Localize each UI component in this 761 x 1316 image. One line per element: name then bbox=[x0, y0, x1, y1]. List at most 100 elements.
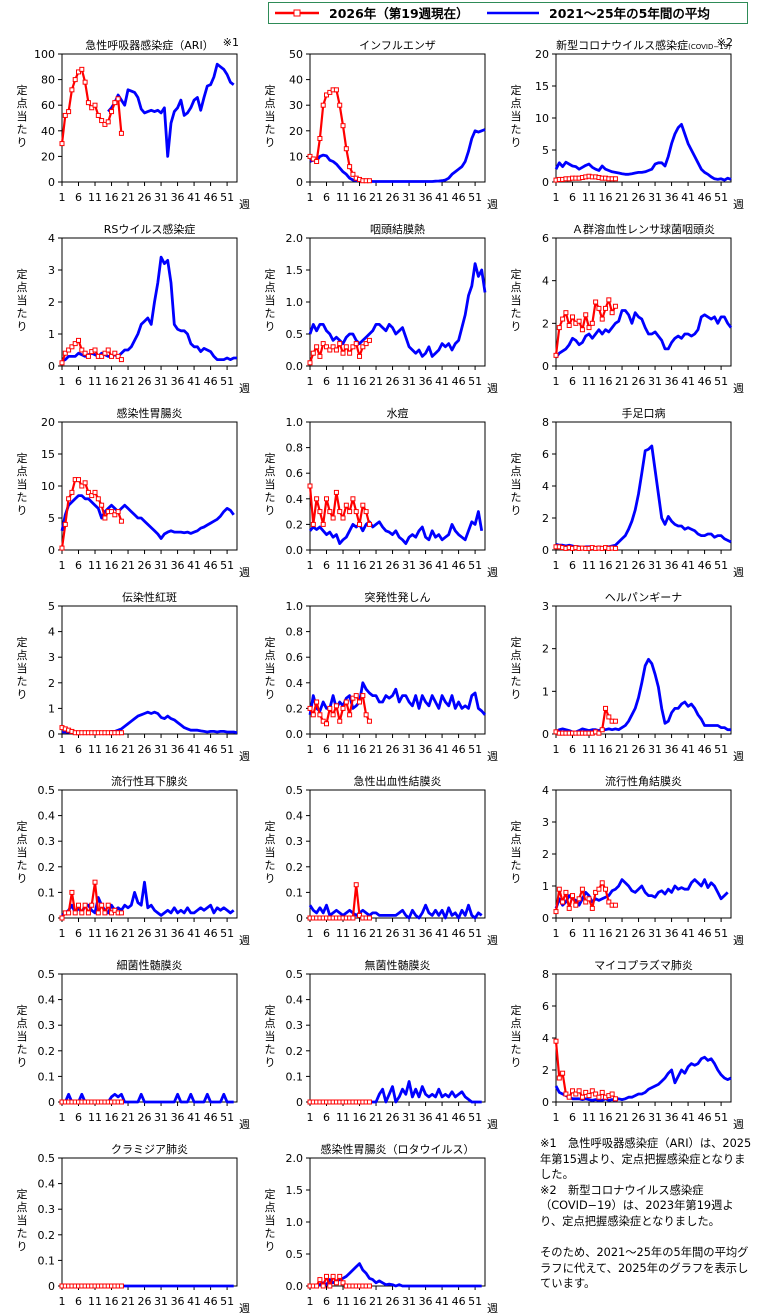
chart-title: Ａ群溶血性レンサ球菌咽頭炎 bbox=[572, 222, 715, 236]
y-axis-label-char: 点 bbox=[265, 1201, 276, 1214]
y-tick-label: 4 bbox=[48, 232, 55, 245]
x-axis-unit: 週 bbox=[733, 566, 744, 579]
x-tick-label: 6 bbox=[569, 927, 576, 940]
y-axis-label-char: た bbox=[17, 1227, 28, 1240]
x-tick-label: 1 bbox=[59, 191, 66, 204]
y-tick-label: 0 bbox=[48, 728, 55, 741]
x-tick-label: 36 bbox=[171, 743, 185, 756]
y-axis-label-char: り bbox=[265, 872, 276, 885]
y-axis-label-char: 当 bbox=[17, 477, 28, 491]
data-point-current bbox=[589, 905, 595, 911]
y-axis-label-char: 点 bbox=[17, 1017, 28, 1030]
y-tick-label: 0 bbox=[48, 176, 55, 189]
x-tick-label: 11 bbox=[336, 375, 350, 388]
x-tick-label: 6 bbox=[569, 559, 576, 572]
x-tick-label: 26 bbox=[386, 927, 400, 940]
data-point-current bbox=[330, 712, 336, 718]
x-tick-label: 16 bbox=[353, 1111, 367, 1124]
y-axis-label-char: た bbox=[17, 1043, 28, 1056]
series-line-average bbox=[554, 123, 732, 182]
x-tick-label: 21 bbox=[369, 1111, 383, 1124]
data-point-current bbox=[579, 1094, 585, 1100]
footnote-1: ※1 急性呼吸器感染症（ARI）は、2025年第15週より、定点把握感染症となり… bbox=[540, 1137, 752, 1182]
x-tick-label: 31 bbox=[402, 1111, 416, 1124]
x-tick-label: 46 bbox=[204, 927, 218, 940]
y-axis-label-char: 点 bbox=[265, 649, 276, 662]
x-tick-label: 41 bbox=[435, 1111, 449, 1124]
chart-title: マイコプラズマ肺炎 bbox=[594, 958, 693, 972]
y-axis-label-char: 定 bbox=[17, 1187, 28, 1201]
x-axis-unit: 週 bbox=[487, 1118, 498, 1131]
y-axis-label-char: 当 bbox=[511, 109, 522, 123]
x-tick-label: 36 bbox=[665, 559, 679, 572]
data-point-current bbox=[99, 118, 105, 124]
data-point-current bbox=[307, 360, 313, 366]
x-axis-unit: 週 bbox=[239, 750, 250, 763]
x-tick-label: 46 bbox=[698, 927, 712, 940]
data-point-current bbox=[102, 910, 108, 916]
data-point-current bbox=[72, 77, 78, 83]
data-point-current bbox=[69, 889, 75, 895]
data-point-current bbox=[563, 1091, 569, 1097]
y-axis-label-char: 点 bbox=[17, 649, 28, 662]
x-tick-label: 41 bbox=[435, 375, 449, 388]
y-tick-label: 0.4 bbox=[286, 677, 304, 690]
y-axis-label-char: り bbox=[17, 688, 28, 701]
data-point-current bbox=[586, 896, 592, 902]
y-tick-label: 0.5 bbox=[286, 968, 304, 981]
data-point-current bbox=[95, 496, 101, 502]
chart-title: RSウイルス感染症 bbox=[104, 222, 196, 236]
data-point-current bbox=[599, 1089, 605, 1095]
y-axis-label-char: た bbox=[265, 675, 276, 688]
y-axis-label-char: 当 bbox=[17, 1029, 28, 1043]
data-point-current bbox=[596, 886, 602, 892]
x-tick-label: 21 bbox=[121, 927, 135, 940]
x-tick-label: 31 bbox=[402, 191, 416, 204]
chart-title: インフルエンザ bbox=[359, 39, 436, 52]
y-tick-label: 3 bbox=[542, 600, 549, 613]
x-tick-label: 31 bbox=[154, 927, 168, 940]
y-tick-label: 0.5 bbox=[38, 968, 56, 981]
y-tick-label: 0.3 bbox=[38, 1019, 56, 1032]
x-tick-label: 51 bbox=[714, 743, 728, 756]
plot-frame bbox=[555, 421, 732, 551]
data-point-current bbox=[95, 910, 101, 916]
y-tick-label: 4 bbox=[542, 1032, 549, 1045]
data-point-current bbox=[314, 699, 320, 705]
x-tick-label: 36 bbox=[419, 1295, 433, 1308]
y-axis-label-char: り bbox=[265, 688, 276, 701]
y-tick-label: 0 bbox=[542, 1096, 549, 1109]
y-tick-label: 20 bbox=[289, 125, 303, 138]
data-point-current bbox=[337, 509, 343, 515]
y-tick-label: 0 bbox=[48, 1280, 55, 1293]
plot-frame bbox=[61, 237, 238, 367]
y-tick-label: 3 bbox=[48, 651, 55, 664]
y-tick-label: 3 bbox=[48, 264, 55, 277]
data-point-current bbox=[118, 518, 124, 524]
data-point-current bbox=[324, 496, 330, 502]
y-tick-label: 30 bbox=[289, 99, 303, 112]
y-axis-label-char: り bbox=[511, 504, 522, 517]
y-tick-label: 0.0 bbox=[286, 1280, 304, 1293]
y-axis-label-char: 点 bbox=[265, 281, 276, 294]
data-point-current bbox=[66, 109, 72, 115]
x-tick-label: 1 bbox=[59, 1111, 66, 1124]
y-axis-label-char: 当 bbox=[265, 845, 276, 859]
y-axis-label-char: り bbox=[265, 136, 276, 149]
x-tick-label: 16 bbox=[599, 927, 613, 940]
series-line-average bbox=[308, 681, 487, 716]
y-axis-label-char: り bbox=[265, 504, 276, 517]
y-axis-label-char: 当 bbox=[511, 293, 522, 307]
y-tick-label: 40 bbox=[41, 125, 55, 138]
y-tick-label: 2.0 bbox=[286, 1152, 304, 1165]
data-point-current bbox=[85, 910, 91, 916]
data-point-current bbox=[118, 1099, 124, 1105]
x-tick-label: 26 bbox=[138, 927, 152, 940]
y-tick-label: 10 bbox=[41, 480, 55, 493]
data-point-current bbox=[89, 105, 95, 111]
x-tick-label: 26 bbox=[632, 559, 646, 572]
y-axis-label-char: 当 bbox=[265, 1213, 276, 1227]
data-point-current bbox=[317, 135, 323, 141]
